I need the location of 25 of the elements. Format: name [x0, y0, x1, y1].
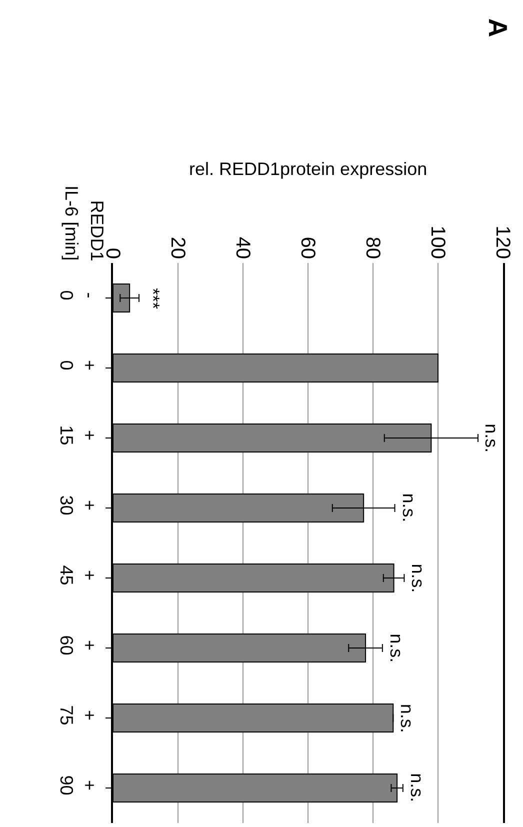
x-tick-label: 100 — [426, 226, 448, 259]
annotation: n.s. — [398, 493, 419, 522]
annotation: n.s. — [386, 634, 406, 663]
x-tick-label: 20 — [166, 236, 188, 259]
annotation: n.s. — [481, 424, 502, 453]
annotation: *** — [143, 288, 163, 310]
y-tick-label: + 30 — [56, 495, 100, 516]
y-tick-label: + 90 — [56, 775, 100, 796]
annotation: n.s. — [406, 773, 427, 802]
x-tick-label: 60 — [296, 236, 318, 259]
x-tick-label: 120 — [492, 226, 514, 259]
y-axis-title: rel. REDD1protein expression — [189, 159, 428, 179]
y-tick-label: + 15 — [56, 425, 100, 446]
x-tick-label: 80 — [362, 236, 384, 259]
y-tick-label: + 75 — [56, 705, 100, 726]
chart-title: A — [482, 18, 513, 38]
x-tick-label: 40 — [232, 236, 254, 259]
annotation: n.s. — [397, 704, 418, 733]
text: REDD1 — [86, 200, 107, 262]
y-tick-label: + 60 — [56, 635, 100, 656]
y-tick-label: + 0 — [56, 360, 100, 371]
annotation: n.s. — [408, 564, 428, 593]
y-tick-label: + 45 — [56, 565, 100, 586]
text: IL-6 [min] — [61, 186, 82, 261]
y-tick-label: - 0 — [56, 290, 100, 300]
